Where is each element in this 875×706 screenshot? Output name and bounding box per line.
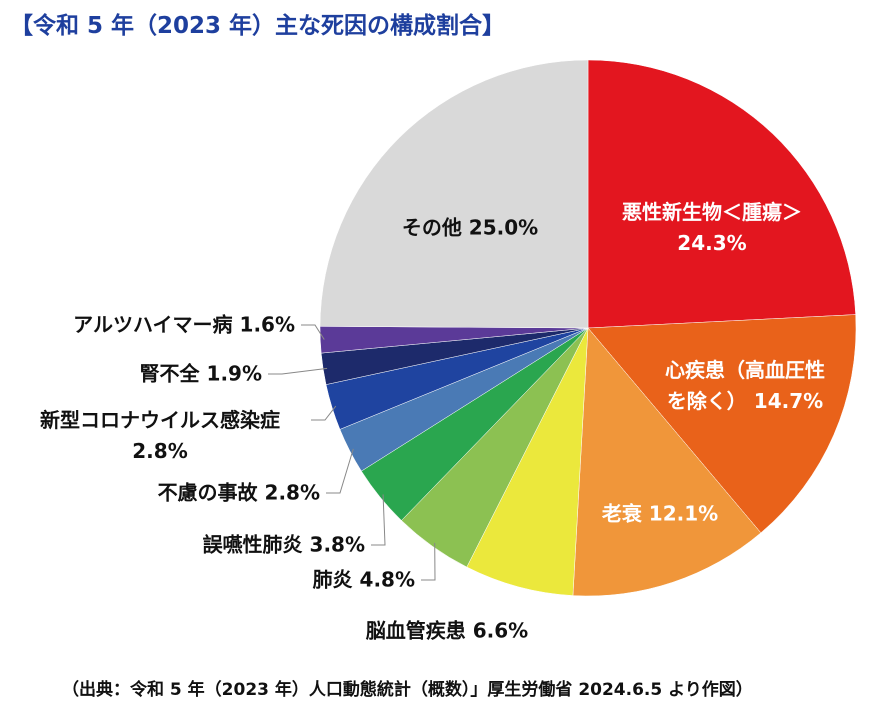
category-name: 腎不全 bbox=[139, 361, 200, 386]
value-label: 25.0% bbox=[468, 215, 539, 240]
value-label: 2.8% bbox=[264, 480, 320, 505]
leader-line bbox=[301, 324, 325, 340]
slice-label: 誤嚥性肺炎 3.8% bbox=[203, 530, 365, 561]
value-label: 3.8% bbox=[309, 532, 365, 557]
category-name: 老衰 bbox=[601, 501, 642, 526]
value-label: 24.3% bbox=[677, 231, 747, 255]
category-name: 新型コロナウイルス感染症 bbox=[40, 408, 280, 432]
category-name: 誤嚥性肺炎 bbox=[202, 532, 303, 557]
leader-line bbox=[421, 542, 436, 581]
leader-line bbox=[371, 494, 386, 546]
value-label: 12.1% bbox=[648, 501, 719, 526]
slice-label: その他 25.0% bbox=[402, 213, 538, 244]
leader-line bbox=[326, 448, 354, 494]
category-name: 脳血管疾患 bbox=[365, 618, 466, 643]
value-label: 1.9% bbox=[206, 361, 262, 386]
slice-label: 老衰 12.1% bbox=[602, 499, 718, 530]
slice-label: 脳血管疾患 6.6% bbox=[366, 616, 528, 647]
category-name: 心疾患（高血圧性を除く） bbox=[665, 358, 825, 413]
pie-slice bbox=[587, 59, 856, 329]
category-name: 肺炎 bbox=[312, 567, 353, 592]
leader-line bbox=[311, 405, 337, 421]
value-label: 1.6% bbox=[239, 312, 295, 337]
slice-label: 心疾患（高血圧性を除く） 14.7% bbox=[659, 355, 831, 417]
value-label: 6.6% bbox=[472, 618, 529, 643]
slice-label: 肺炎 4.8% bbox=[313, 565, 415, 596]
value-label: 2.8% bbox=[132, 439, 188, 463]
slice-label: アルツハイマー病 1.6% bbox=[73, 310, 295, 341]
category-name: その他 bbox=[401, 215, 462, 240]
leader-line bbox=[268, 367, 328, 375]
pie-slice bbox=[319, 59, 589, 329]
chart-title: 【令和 5 年（2023 年）主な死因の構成割合】 bbox=[10, 13, 506, 39]
source-note: （出典：令和 5 年（2023 年）人口動態統計（概数）」厚生労働省 2024.… bbox=[62, 680, 753, 700]
slice-label: 悪性新生物＜腫瘍＞ 24.3% bbox=[612, 197, 812, 259]
pie-slice bbox=[572, 327, 762, 597]
slice-label: 不慮の事故 2.8% bbox=[158, 478, 320, 509]
slice-label: 腎不全 1.9% bbox=[140, 359, 262, 390]
category-name: 悪性新生物＜腫瘍＞ bbox=[622, 200, 802, 224]
value-label: 14.7% bbox=[753, 389, 824, 413]
value-label: 4.8% bbox=[359, 567, 415, 592]
slice-label: 新型コロナウイルス感染症 2.8% bbox=[10, 405, 310, 467]
pie-slice bbox=[466, 327, 589, 596]
pie-slice bbox=[587, 314, 857, 534]
category-name: アルツハイマー病 bbox=[73, 312, 233, 337]
category-name: 不慮の事故 bbox=[157, 480, 258, 505]
